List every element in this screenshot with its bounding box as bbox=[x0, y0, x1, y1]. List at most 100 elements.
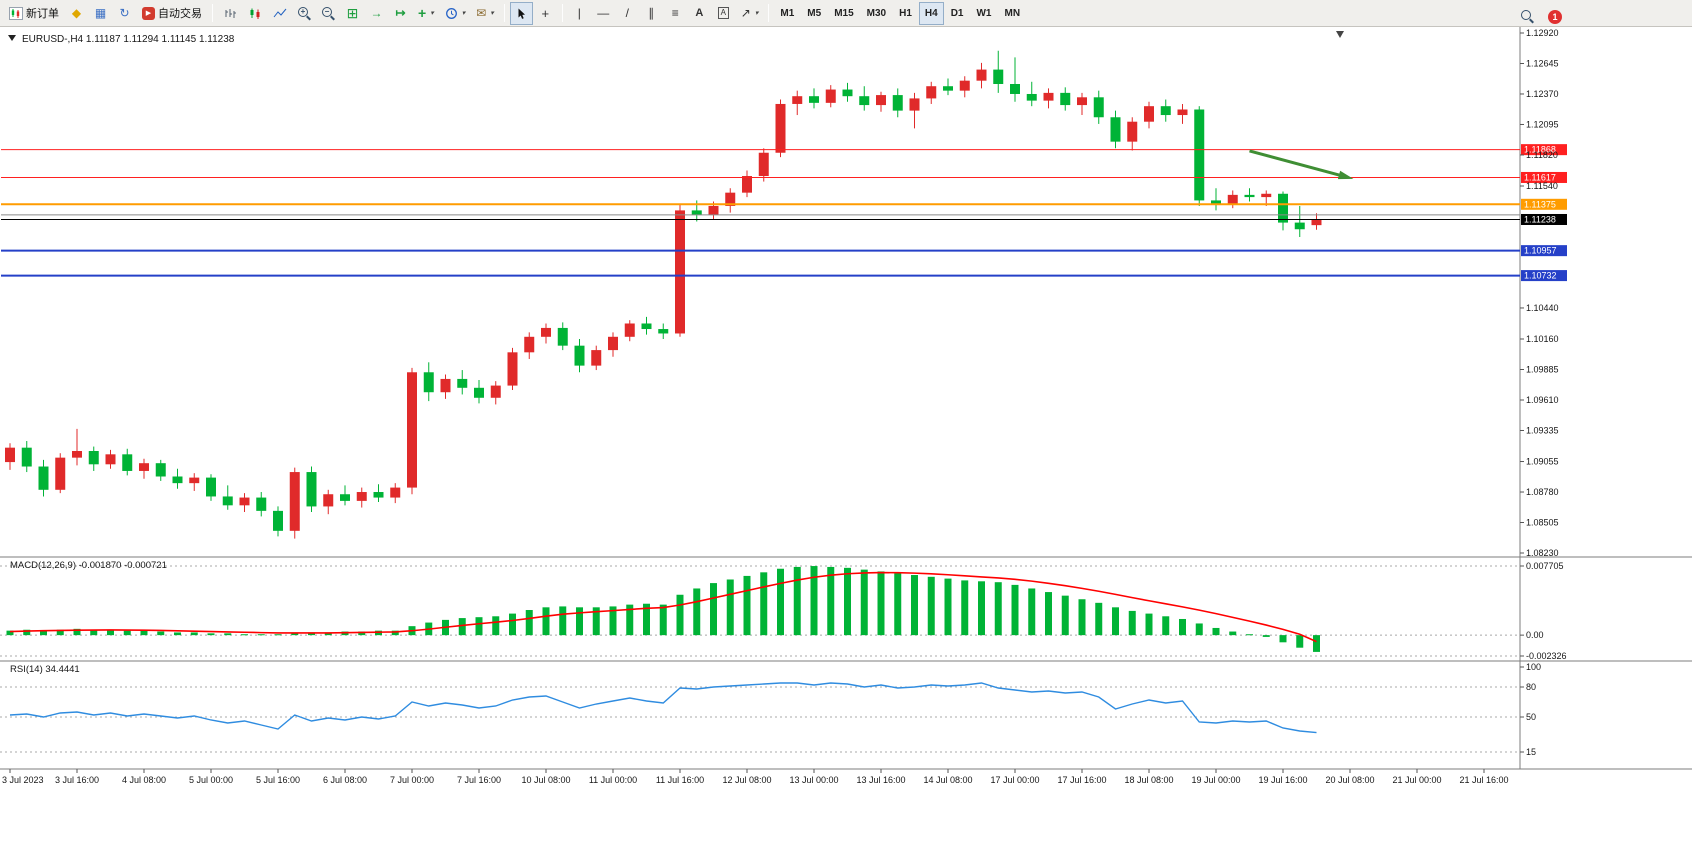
chevron-down-icon: ▾ bbox=[490, 10, 494, 17]
svg-text:17 Jul 00:00: 17 Jul 00:00 bbox=[990, 775, 1039, 785]
toolbar-separator bbox=[503, 4, 505, 22]
candles-layer bbox=[5, 50, 1322, 539]
svg-text:21 Jul 00:00: 21 Jul 00:00 bbox=[1392, 775, 1441, 785]
zoom-out-icon: − bbox=[322, 6, 335, 20]
timeframe-m30-button[interactable]: M30 bbox=[861, 2, 892, 25]
svg-text:1.12645: 1.12645 bbox=[1526, 58, 1559, 68]
text-label-button[interactable]: A bbox=[712, 2, 735, 25]
zoom-out-button[interactable]: − bbox=[317, 2, 340, 25]
svg-text:1.10160: 1.10160 bbox=[1526, 334, 1559, 344]
svg-text:EURUSD-,H4 1.11187 1.11294 1.: EURUSD-,H4 1.11187 1.11294 1.11145 1.112… bbox=[22, 34, 235, 45]
svg-text:13 Jul 00:00: 13 Jul 00:00 bbox=[789, 775, 838, 785]
chart-canvas[interactable]: 1.11868 1.11617 1.11375 1.11238 1.10957 1.107… bbox=[0, 27, 1692, 852]
search-button[interactable] bbox=[1516, 5, 1539, 28]
fibonacci-button[interactable]: ≡ bbox=[664, 2, 687, 25]
toolbar: 新订单 ◆ ▦ ↻ ▶ 自动交易 + − ⊞ → ↦ + ▾ bbox=[0, 0, 1692, 27]
tile-windows-icon: ⊞ bbox=[346, 5, 359, 21]
arrows-button[interactable]: ↗ ▾ bbox=[736, 2, 764, 25]
svg-text:7 Jul 16:00: 7 Jul 16:00 bbox=[457, 775, 501, 785]
chevron-down-icon: ▾ bbox=[430, 10, 434, 17]
auto-scroll-button[interactable]: → bbox=[365, 2, 388, 25]
svg-text:17 Jul 16:00: 17 Jul 16:00 bbox=[1057, 775, 1106, 785]
timeframe-h1-button[interactable]: H1 bbox=[893, 2, 918, 25]
svg-text:1.11868: 1.11868 bbox=[1524, 145, 1556, 155]
crosshair-button[interactable]: + bbox=[534, 2, 557, 25]
envelope-icon: ✉ bbox=[476, 6, 487, 20]
trendline-icon: / bbox=[625, 6, 629, 20]
toolbar-right: 1 bbox=[1516, 5, 1562, 28]
line-chart-button[interactable] bbox=[268, 2, 292, 25]
text-button[interactable]: A bbox=[688, 2, 711, 25]
chart-shift-marker bbox=[1336, 31, 1344, 38]
svg-text:1.12095: 1.12095 bbox=[1526, 119, 1559, 129]
indicators-icon: + bbox=[418, 5, 427, 21]
svg-text:15: 15 bbox=[1526, 747, 1536, 757]
svg-text:50: 50 bbox=[1526, 712, 1536, 722]
templates-button[interactable]: ✉ ▾ bbox=[471, 2, 499, 25]
svg-text:1.12370: 1.12370 bbox=[1526, 89, 1559, 99]
metaeditor-icon: ◆ bbox=[71, 6, 82, 20]
trend-arrow-layer[interactable] bbox=[1249, 149, 1354, 180]
timeframe-mn-button[interactable]: MN bbox=[998, 2, 1026, 25]
cursor-icon bbox=[518, 8, 526, 19]
svg-text:5 Jul 16:00: 5 Jul 16:00 bbox=[256, 775, 300, 785]
svg-text:12 Jul 08:00: 12 Jul 08:00 bbox=[722, 775, 771, 785]
svg-text:1.08780: 1.08780 bbox=[1526, 487, 1559, 497]
svg-text:11 Jul 16:00: 11 Jul 16:00 bbox=[656, 775, 704, 785]
svg-text:RSI(14) 34.4441: RSI(14) 34.4441 bbox=[10, 664, 80, 675]
refresh-button[interactable]: ↻ bbox=[113, 2, 136, 25]
charts-icon: ▦ bbox=[94, 6, 107, 20]
chart-shift-button[interactable]: ↦ bbox=[389, 2, 412, 25]
timeframe-m5-button[interactable]: M5 bbox=[801, 2, 827, 25]
tile-windows-button[interactable]: ⊞ bbox=[341, 2, 364, 25]
svg-text:4 Jul 08:00: 4 Jul 08:00 bbox=[122, 775, 166, 785]
trendline-button[interactable]: / bbox=[616, 2, 639, 25]
new-order-icon bbox=[9, 6, 23, 20]
metaeditor-button[interactable]: ◆ bbox=[65, 2, 88, 25]
timeframe-d1-button[interactable]: D1 bbox=[945, 2, 970, 25]
svg-text:19 Jul 00:00: 19 Jul 00:00 bbox=[1191, 775, 1240, 785]
svg-text:-0.002326: -0.002326 bbox=[1526, 651, 1567, 661]
svg-text:21 Jul 16:00: 21 Jul 16:00 bbox=[1459, 775, 1508, 785]
cursor-button[interactable] bbox=[509, 1, 533, 25]
text-icon: A bbox=[695, 6, 704, 19]
hlines-layer[interactable]: 1.11868 1.11617 1.11375 1.11238 1.10957 1.107… bbox=[1, 144, 1567, 282]
autotrading-label: 自动交易 bbox=[158, 8, 202, 20]
horizontal-line-button[interactable]: — bbox=[592, 2, 615, 25]
chevron-down-icon: ▾ bbox=[754, 10, 759, 17]
svg-text:MACD(12,26,9) -0.001870 -0.000: MACD(12,26,9) -0.001870 -0.000721 bbox=[10, 560, 167, 571]
chevron-down-icon: ▾ bbox=[461, 10, 466, 17]
channel-button[interactable]: ∥ bbox=[640, 2, 663, 25]
notification-badge[interactable]: 1 bbox=[1548, 9, 1562, 24]
charts-button[interactable]: ▦ bbox=[89, 2, 112, 25]
svg-text:10 Jul 08:00: 10 Jul 08:00 bbox=[521, 775, 570, 785]
chart-title-group: EURUSD-,H4 1.11187 1.11294 1.11145 1.112… bbox=[8, 31, 1344, 45]
candlestick-chart-button[interactable] bbox=[243, 2, 267, 25]
zoom-in-button[interactable]: + bbox=[293, 2, 316, 25]
symbol-dropdown-icon bbox=[8, 35, 16, 41]
vertical-line-icon: | bbox=[577, 6, 581, 20]
svg-text:1.09885: 1.09885 bbox=[1526, 365, 1559, 375]
timeframe-w1-button[interactable]: W1 bbox=[970, 2, 997, 25]
svg-text:1.11238: 1.11238 bbox=[1524, 214, 1556, 224]
svg-text:1.08230: 1.08230 bbox=[1526, 548, 1559, 558]
macd-panel: 0.007705 0.00 -0.002326 MACD(12,26,9) -0.00… bbox=[0, 560, 1567, 661]
time-axis[interactable]: 3 Jul 2023 3 Jul 16:00 4 Jul 08:00 5 Jul 00… bbox=[2, 769, 1509, 785]
horizontal-line-icon: — bbox=[597, 6, 610, 20]
timeframe-h4-button[interactable]: H4 bbox=[918, 1, 944, 25]
bar-chart-button[interactable] bbox=[218, 2, 242, 25]
vertical-line-button[interactable]: | bbox=[568, 2, 591, 25]
timeframe-m1-button[interactable]: M1 bbox=[774, 2, 800, 25]
crosshair-icon: + bbox=[541, 5, 550, 21]
timeframe-m15-button[interactable]: M15 bbox=[828, 2, 859, 25]
bar-chart-icon bbox=[225, 8, 236, 18]
text-label-icon: A bbox=[717, 7, 729, 19]
autotrading-button[interactable]: ▶ 自动交易 bbox=[137, 2, 207, 25]
svg-text:1.11540: 1.11540 bbox=[1526, 181, 1558, 191]
svg-text:1.11375: 1.11375 bbox=[1524, 199, 1556, 209]
arrows-icon: ↗ bbox=[740, 6, 751, 20]
indicators-button[interactable]: + ▾ bbox=[413, 2, 439, 25]
periods-button[interactable]: ▾ bbox=[440, 2, 471, 25]
new-order-button[interactable]: 新订单 bbox=[4, 2, 64, 25]
price-axis[interactable]: 1.12920 1.12645 1.12370 1.12095 1.11820 1.115… bbox=[1520, 28, 1559, 558]
